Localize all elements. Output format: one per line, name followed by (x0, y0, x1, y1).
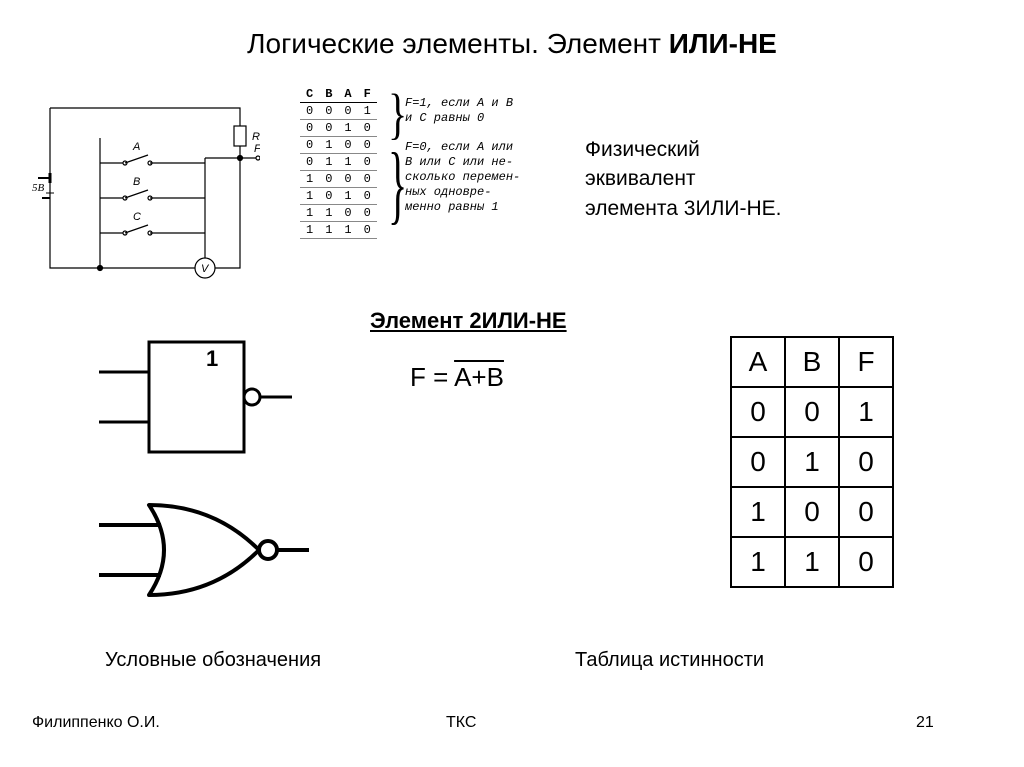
phys-eq-line2: эквивалент (585, 164, 781, 193)
truth-cell: 0 (839, 437, 893, 487)
phys-eq-line3: элемента 3ИЛИ-НЕ. (585, 194, 781, 223)
voltage-label: 5В (32, 182, 45, 194)
physical-equivalent-text: Физический эквивалент элемента 3ИЛИ-НЕ. (585, 135, 781, 223)
switch-c-label: C (133, 211, 141, 223)
page-title-bold: ИЛИ-НЕ (669, 28, 777, 59)
phys-eq-line1: Физический (585, 135, 781, 164)
truth3-note-bottom: F=0, если A или B или C или не- сколько … (405, 140, 565, 215)
truth3-hdr-f: F (358, 86, 377, 103)
switch-b-label: B (133, 176, 140, 188)
caption-symbols: Условные обозначения (105, 649, 321, 672)
gate-iec-label: 1 (206, 346, 218, 371)
caption-truth-table: Таблица истинности (575, 649, 764, 672)
resistor-label: R (252, 131, 260, 143)
truth3-hdr-c: C (300, 86, 319, 103)
truth-cell: 1 (785, 537, 839, 587)
page-title: Логические элементы. Элемент ИЛИ-НЕ (0, 28, 1024, 60)
truth3-notes: F=1, если A и B и C равны 0 F=0, если A … (405, 96, 565, 215)
truth-cell: 0 (731, 437, 785, 487)
formula-overlined: A+B (454, 362, 504, 392)
gate-iec-symbol: 1 (94, 332, 294, 467)
truth-table: A B F 0 0 1 0 1 0 1 0 0 1 1 0 (730, 336, 894, 588)
section-heading: Элемент 2ИЛИ-НЕ (370, 308, 567, 334)
circuit-schematic: 5В R F A B (30, 88, 260, 293)
footer-author: Филиппенко О.И. (32, 714, 160, 732)
truth3-table: C B A F 0001 0010 0100 0110 1000 1010 11… (300, 86, 377, 239)
switch-a-label: A (132, 141, 140, 153)
output-f-label: F (254, 143, 260, 155)
truth-cell: 0 (839, 487, 893, 537)
formula-lhs: F = (410, 362, 454, 392)
footer-page-number: 21 (916, 714, 934, 732)
formula: F = A+B (410, 362, 504, 393)
truth-hdr-a: A (731, 337, 785, 387)
page-title-prefix: Логические элементы. Элемент (247, 28, 669, 59)
truth-cell: 1 (785, 437, 839, 487)
truth-hdr-f: F (839, 337, 893, 387)
truth-cell: 1 (731, 487, 785, 537)
truth-cell: 0 (839, 537, 893, 587)
truth3-hdr-a: A (338, 86, 357, 103)
gate-nor-symbol (94, 490, 314, 615)
truth3-hdr-b: B (319, 86, 338, 103)
truth-cell: 1 (839, 387, 893, 437)
truth-cell: 0 (785, 387, 839, 437)
truth-cell: 1 (731, 537, 785, 587)
footer-code: ТКС (446, 714, 476, 732)
truth-hdr-b: B (785, 337, 839, 387)
truth-cell: 0 (731, 387, 785, 437)
truth-cell: 0 (785, 487, 839, 537)
truth3-note-top: F=1, если A и B и C равны 0 (405, 96, 565, 126)
